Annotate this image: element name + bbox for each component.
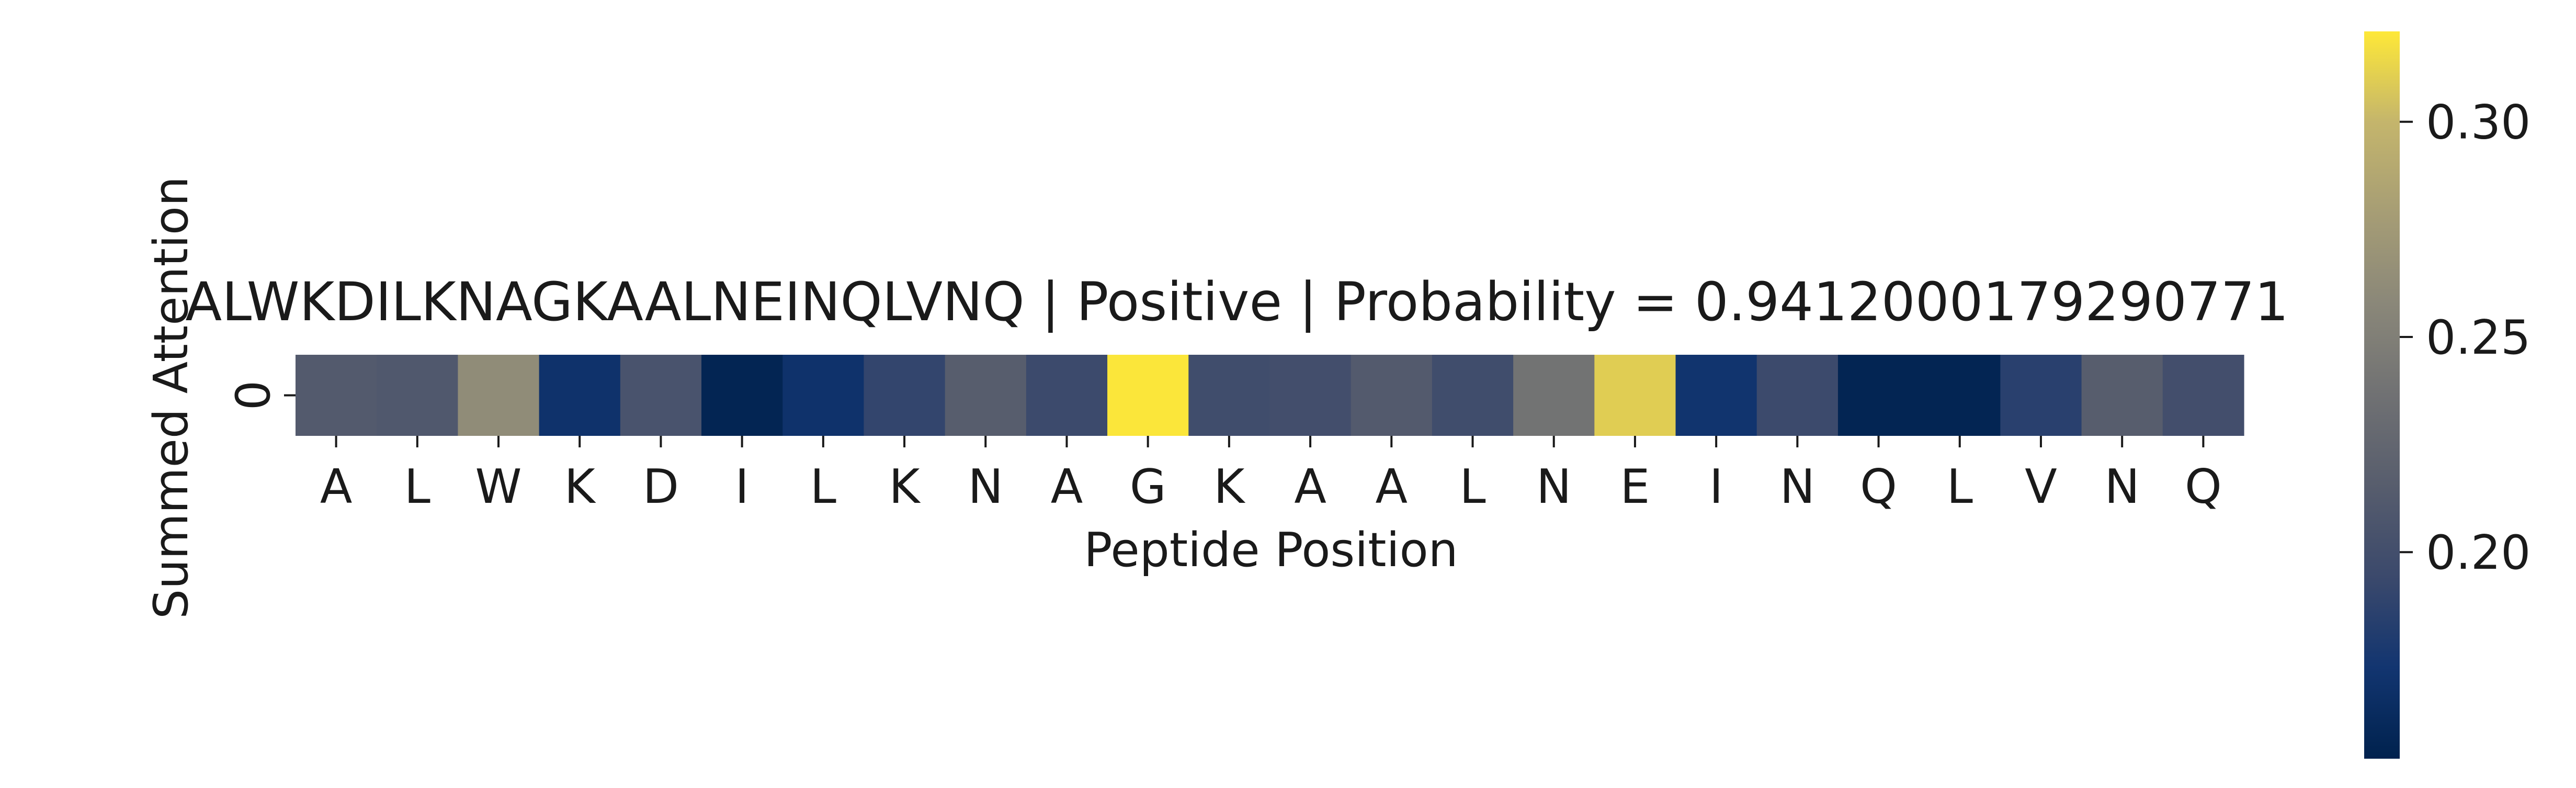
x-tick-label: K [1213, 459, 1245, 514]
colorbar: 0.20 0.25 0.30 [2364, 31, 2530, 759]
x-tick-label: N [1780, 459, 1815, 514]
colorbar-tick-label: 0.30 [2426, 95, 2530, 150]
heatmap-cell [1351, 355, 1433, 436]
x-tick-label: Q [1860, 459, 1897, 514]
heatmap-cell [1675, 355, 1757, 436]
x-tick-label: K [564, 459, 596, 514]
x-axis-label: Peptide Position [1084, 523, 1458, 578]
x-tick-label: K [889, 459, 921, 514]
heatmap-cells [296, 355, 2244, 436]
colorbar-tick-label: 0.25 [2426, 310, 2530, 365]
x-tick-label: N [968, 459, 1003, 514]
x-tick-label: N [2105, 459, 2140, 514]
heatmap-cell [1756, 355, 1839, 436]
heatmap-cell [377, 355, 459, 436]
x-tick-label: L [404, 459, 430, 514]
heatmap-cell [1107, 355, 1189, 436]
x-tick-label: D [643, 459, 679, 514]
heatmap-cell [1188, 355, 1270, 436]
y-tick-label: 0 [226, 380, 281, 410]
heatmap-cell [458, 355, 540, 436]
x-tick-label: E [1620, 459, 1650, 514]
x-tick-label: L [1947, 459, 1973, 514]
heatmap-cell [701, 355, 783, 436]
heatmap-cell [1919, 355, 2001, 436]
heatmap-cell [2162, 355, 2244, 436]
heatmap-cell [1513, 355, 1595, 436]
heatmap-cell [1269, 355, 1352, 436]
x-tick-label: N [1536, 459, 1571, 514]
heatmap-cell [620, 355, 702, 436]
y-axis-label: Summed Attention [144, 176, 199, 619]
colorbar-gradient [2364, 31, 2400, 759]
x-tick-label: Q [2185, 459, 2222, 514]
x-tick-label: A [1376, 459, 1408, 514]
x-tick-label: A [1051, 459, 1083, 514]
x-tick-label: I [735, 459, 749, 514]
heatmap-cell [1432, 355, 1514, 436]
heatmap-cell [539, 355, 621, 436]
heatmap-cell [1026, 355, 1108, 436]
heatmap-cell [2081, 355, 2163, 436]
x-tick-label: L [810, 459, 836, 514]
heatmap-cell [864, 355, 946, 436]
heatmap-cell [1837, 355, 1920, 436]
chart-title: ALWKDILKNAGKAALNEINQLVNQ | Positive | Pr… [185, 271, 2288, 333]
heatmap-cell [2000, 355, 2082, 436]
x-tick-label: W [475, 459, 522, 514]
x-tick-label: I [1709, 459, 1723, 514]
x-tick-label: L [1459, 459, 1485, 514]
heatmap-cell [1594, 355, 1676, 436]
heatmap-cell [782, 355, 865, 436]
y-axis: 0 [226, 380, 296, 410]
heatmap-cell [945, 355, 1027, 436]
x-tick-label: A [320, 459, 353, 514]
x-tick-label: G [1130, 459, 1166, 514]
x-tick-label: A [1294, 459, 1326, 514]
heatmap-cell [296, 355, 377, 436]
x-tick-label: V [2025, 459, 2057, 514]
colorbar-ticks: 0.20 0.25 0.30 [2400, 95, 2530, 580]
colorbar-tick-label: 0.20 [2426, 525, 2530, 580]
